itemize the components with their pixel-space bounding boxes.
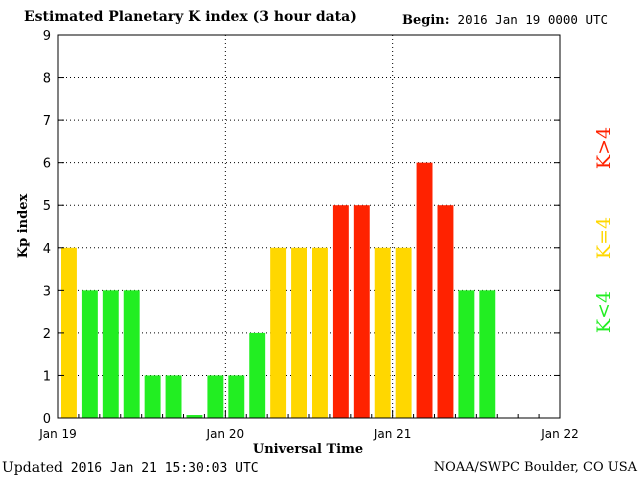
y-tick-label: 2 [43, 327, 51, 342]
bar [332, 205, 349, 418]
bar [102, 290, 119, 418]
bar [207, 375, 224, 418]
y-tick-label: 5 [43, 199, 51, 214]
bar [270, 247, 287, 418]
bar [416, 162, 433, 418]
y-tick-label: 3 [43, 284, 51, 299]
bar [165, 375, 182, 418]
bar [186, 415, 203, 418]
legend-item: K<4 [593, 291, 615, 333]
bar [395, 247, 412, 418]
bar [312, 247, 328, 418]
x-axis: Jan 19 Jan 20 Jan 21 Jan 22 [38, 410, 579, 441]
x-tick-label: Jan 20 [206, 427, 245, 441]
x-axis-title: Universal Time [253, 442, 363, 457]
y-tick-label: 7 [43, 114, 51, 129]
x-tick-label: Jan 21 [373, 427, 412, 441]
begin-label: Begin: [402, 13, 450, 28]
legend-item: K>4 [593, 127, 615, 169]
legend: K<4 K=4 K>4 [593, 127, 615, 333]
begin-info: Begin: 2016 Jan 19 0000 UTC [402, 12, 608, 28]
y-tick-label: 8 [43, 72, 51, 87]
updated-value: 2016 Jan 21 15:30:03 UTC [70, 461, 259, 476]
bars [61, 162, 496, 418]
bar [228, 375, 245, 418]
legend-item: K=4 [593, 217, 615, 259]
bar [437, 205, 454, 418]
bar [81, 290, 98, 418]
y-tick-label: 1 [43, 369, 51, 384]
y-tick-label: 6 [43, 157, 51, 172]
bar [144, 375, 161, 418]
bar [458, 290, 475, 418]
y-tick-label: 9 [43, 29, 51, 44]
bar [353, 205, 370, 418]
updated-info: Updated 2016 Jan 21 15:30:03 UTC [2, 460, 259, 476]
y-tick-label: 4 [43, 242, 51, 257]
bar [249, 332, 266, 418]
bar [479, 290, 496, 418]
y-tick-label: 0 [43, 412, 51, 427]
begin-value: 2016 Jan 19 0000 UTC [457, 12, 609, 27]
bar [374, 247, 391, 418]
bar [291, 247, 307, 418]
y-axis-title: Kp index [16, 194, 31, 259]
bar [123, 290, 140, 418]
credit: NOAA/SWPC Boulder, CO USA [433, 460, 637, 475]
updated-label: Updated [2, 460, 63, 476]
x-tick-label: Jan 22 [540, 427, 579, 441]
bar [61, 247, 77, 418]
chart-title: Estimated Planetary K index (3 hour data… [24, 9, 357, 25]
x-tick-label: Jan 19 [38, 427, 77, 441]
y-axis: 0 1 2 3 4 5 6 7 8 9 [43, 29, 560, 427]
